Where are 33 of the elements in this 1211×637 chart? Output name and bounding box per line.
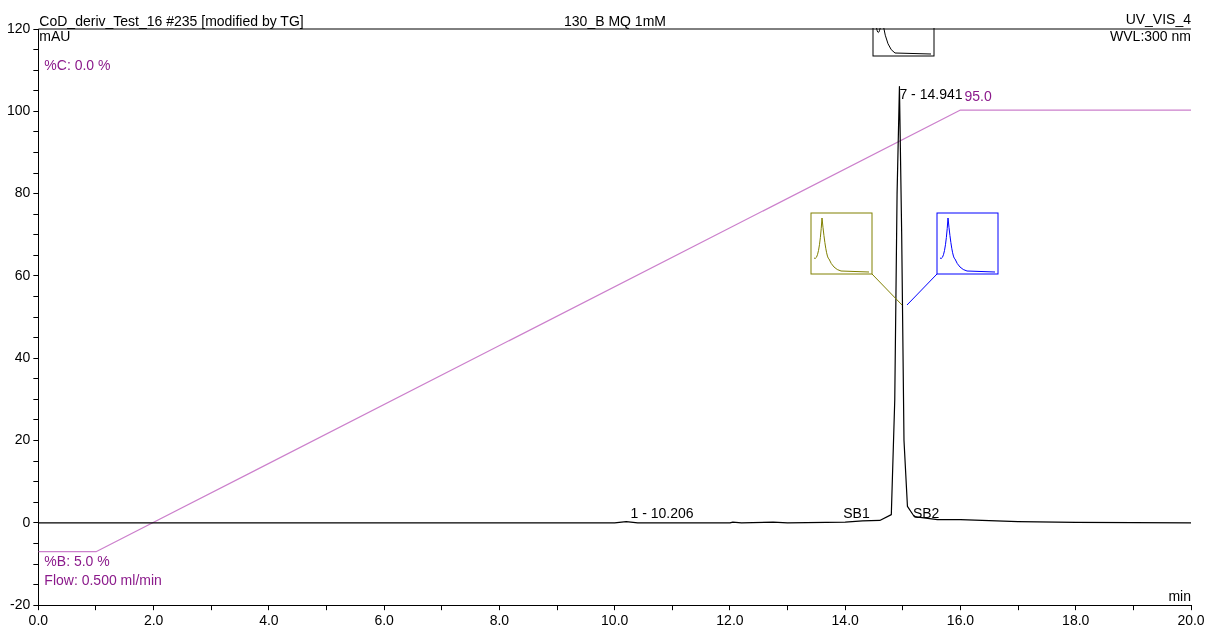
y-axis-title: mAU: [39, 27, 71, 44]
annotation: 7 - 14.941: [899, 86, 963, 103]
y-tick-label: 100: [7, 102, 31, 119]
x-tick-label: 10.0: [601, 612, 629, 629]
annotation: WVL:300 nm: [1110, 27, 1191, 44]
annotation: %B: 5.0 %: [44, 552, 110, 569]
x-tick-label: 0.0: [28, 612, 49, 629]
y-tick-label: 40: [14, 349, 31, 366]
y-tick-label: -20: [10, 596, 31, 613]
y-tick-label: 60: [14, 266, 31, 283]
annotation: %C: 0.0 %: [44, 56, 111, 73]
annotation: SB1: [843, 504, 870, 521]
x-tick-label: 12.0: [716, 612, 744, 629]
annotation: Flow: 0.500 ml/min: [44, 572, 162, 589]
y-tick-label: 20: [14, 431, 31, 448]
chart-subtitle: CoD_deriv_Test_16 #235 [modified by TG]: [39, 12, 304, 29]
chart-title: 130_B MQ 1mM: [564, 12, 666, 29]
y-tick-label: 80: [14, 184, 31, 201]
x-tick-label: 2.0: [143, 612, 164, 629]
x-tick-label: 4.0: [259, 612, 279, 629]
x-tick-label: 14.0: [831, 612, 860, 629]
annotation: 1 - 10.206: [630, 504, 694, 521]
y-tick-label: 0: [22, 513, 31, 530]
x-tick-label: 18.0: [1062, 612, 1090, 629]
annotation: 95.0: [964, 87, 992, 104]
x-axis-title: min: [1168, 588, 1191, 605]
annotation: SB2: [912, 504, 940, 521]
x-tick-label: 20.0: [1177, 612, 1205, 629]
x-tick-label: 6.0: [374, 612, 395, 629]
y-tick-label: 120: [7, 19, 31, 36]
text: UV_VIS_4: [1125, 10, 1192, 27]
x-tick-label: 16.0: [946, 612, 975, 629]
x-tick-label: 8.0: [489, 612, 510, 629]
